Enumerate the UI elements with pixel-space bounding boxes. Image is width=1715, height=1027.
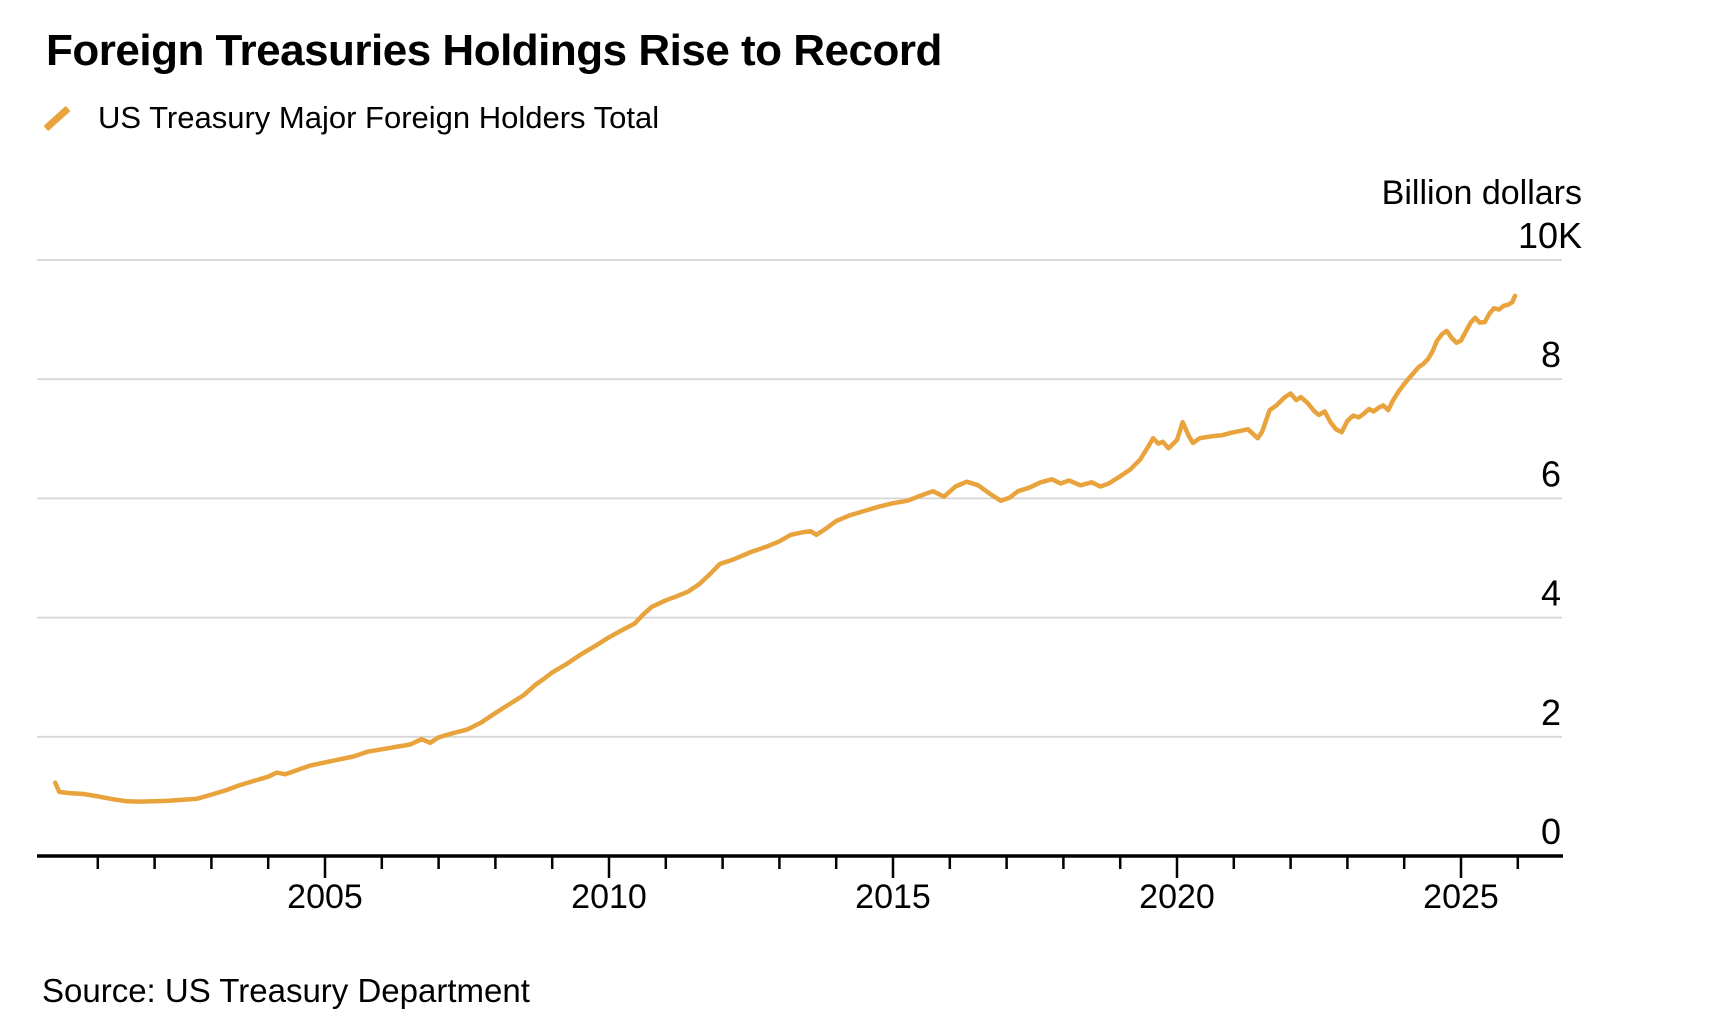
y-tick-label-10K: 10K	[1518, 215, 1582, 256]
series-line	[52, 293, 1518, 804]
source-note: Source: US Treasury Department	[42, 972, 530, 1009]
x-tick-label-2025: 2025	[1423, 878, 1499, 916]
y-tick-label-8: 8	[1541, 334, 1561, 375]
y-tick-label-0: 0	[1541, 811, 1561, 852]
x-tick-label-2015: 2015	[855, 878, 931, 916]
legend-label: US Treasury Major Foreign Holders Total	[98, 100, 660, 135]
x-tick-label-2005: 2005	[287, 878, 363, 916]
page-title: Foreign Treasuries Holdings Rise to Reco…	[46, 26, 942, 75]
y-tick-label-6: 6	[1541, 453, 1561, 494]
y-tick-label-2: 2	[1541, 692, 1561, 733]
legend: US Treasury Major Foreign Holders Total	[40, 98, 659, 138]
y-axis-unit-label: Billion dollars	[1382, 174, 1582, 212]
x-tick-label-2020: 2020	[1139, 878, 1215, 916]
y-tick-label-4: 4	[1541, 573, 1561, 614]
x-tick-label-2010: 2010	[571, 878, 647, 916]
